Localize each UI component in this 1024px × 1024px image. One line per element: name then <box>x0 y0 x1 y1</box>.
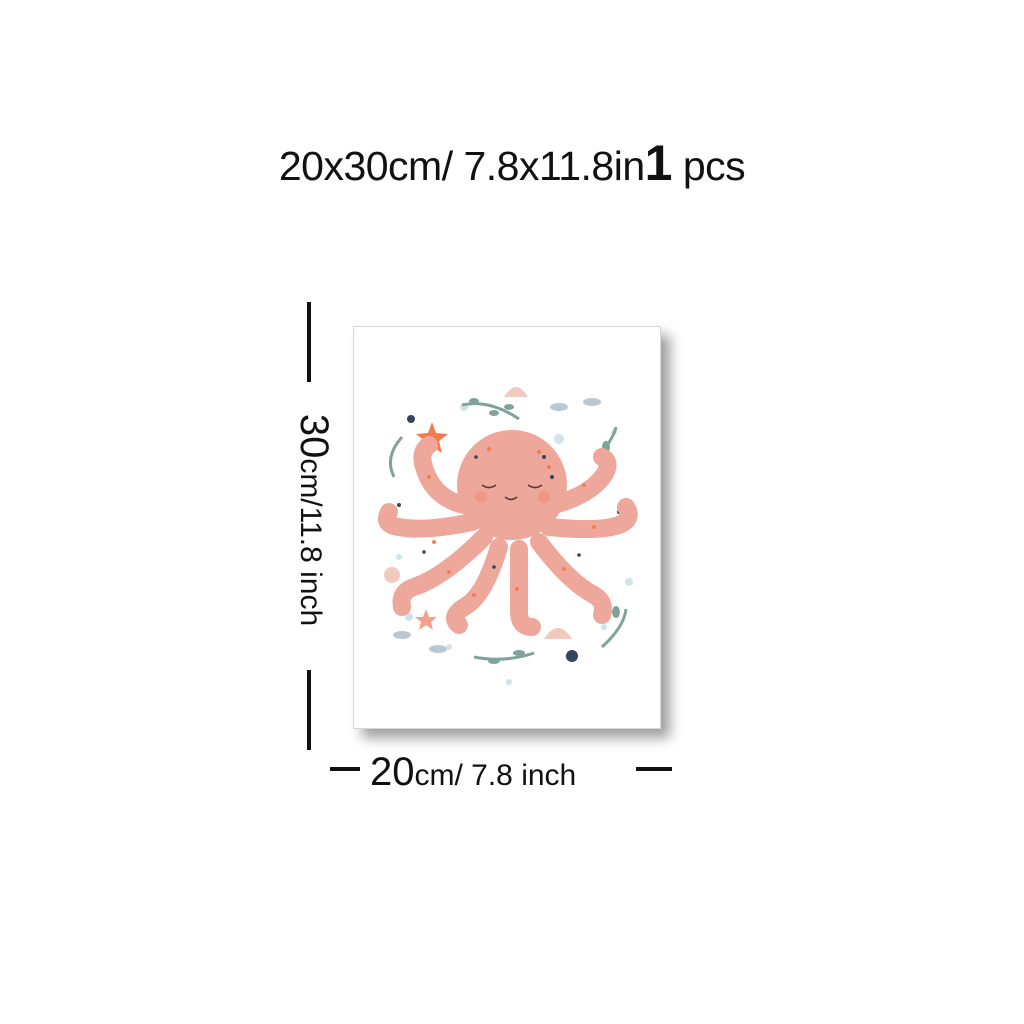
width-number: 20 <box>370 750 415 794</box>
size-text: x30cm/ 7.8x11.8in <box>323 143 645 189</box>
coral <box>384 567 400 583</box>
right-cheek <box>538 491 550 503</box>
width-dimension-line-right <box>636 767 672 771</box>
quantity-unit: pcs <box>671 143 746 189</box>
width-dimension-line-left <box>330 767 360 771</box>
starfish-small-icon <box>415 609 437 630</box>
size-width-number: 20 <box>278 143 324 189</box>
octopus-face <box>481 484 543 501</box>
octopus-spots <box>427 446 596 597</box>
fish-group <box>393 398 601 653</box>
height-number: 30 <box>292 413 336 459</box>
height-dimension-line-bottom <box>307 670 311 750</box>
product-size-heading: 20x30cm/ 7.8x11.8in1 pcs <box>0 138 1024 191</box>
shell-bottom <box>544 628 572 639</box>
width-dimension-label: 20cm/ 7.8 inch <box>370 750 576 798</box>
canvas-print <box>353 326 661 729</box>
height-dimension-line-top <box>307 302 311 382</box>
seaweed <box>388 402 628 661</box>
octopus-head <box>457 430 567 540</box>
shell-top <box>504 387 528 397</box>
left-cheek <box>475 491 487 503</box>
dark-dots <box>397 415 621 662</box>
quantity-number: 1 <box>644 135 673 191</box>
width-unit-text: cm/ 7.8 inch <box>414 759 577 792</box>
octopus-dark-spots <box>422 455 581 569</box>
octopus-arms <box>378 436 638 636</box>
height-unit-text: cm/11.8 inch <box>294 458 327 627</box>
octopus-illustration <box>378 387 638 685</box>
